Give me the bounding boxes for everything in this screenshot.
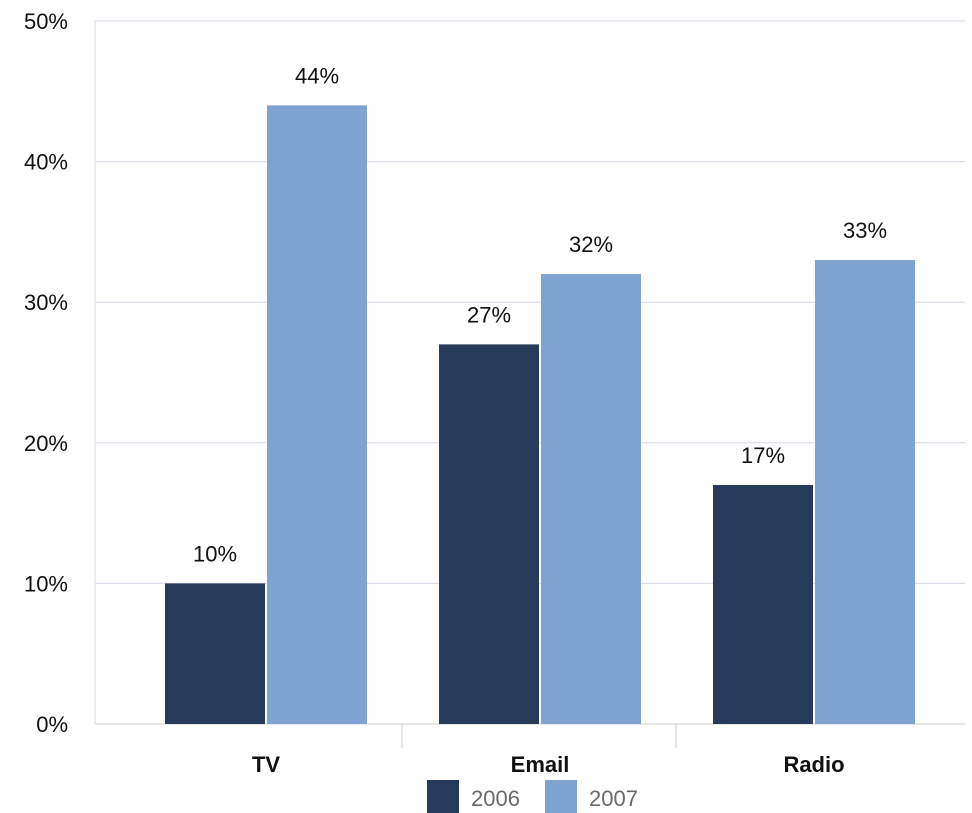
bar-2006-email <box>439 344 539 724</box>
bar-2006-tv <box>165 583 265 724</box>
bars <box>165 105 915 725</box>
data-label: 32% <box>569 232 613 257</box>
legend-label-2006: 2006 <box>471 786 520 811</box>
bar-2006-radio <box>713 484 813 724</box>
data-labels: 10% 44% 27% 32% 17% 33% <box>193 63 887 566</box>
y-tick-label: 20% <box>24 431 68 456</box>
bar-2007-tv <box>267 105 367 725</box>
bar-2007-email <box>541 274 641 724</box>
legend-swatch-2007 <box>545 780 577 813</box>
data-label: 44% <box>295 63 339 88</box>
y-tick-label: 0% <box>36 712 68 737</box>
data-label: 17% <box>741 443 785 468</box>
bar-2007-radio <box>815 260 915 724</box>
y-tick-label: 50% <box>24 9 68 34</box>
data-label: 27% <box>467 302 511 327</box>
x-tick-label: Radio <box>783 752 844 777</box>
legend-swatch-2006 <box>427 780 459 813</box>
y-tick-label: 10% <box>24 571 68 596</box>
y-tick-label: 40% <box>24 150 68 175</box>
data-label: 10% <box>193 541 237 566</box>
x-tick-label: Email <box>511 752 570 777</box>
x-tick-label: TV <box>252 752 280 777</box>
data-label: 33% <box>843 218 887 243</box>
y-tick-label: 30% <box>24 290 68 315</box>
legend-label-2007: 2007 <box>589 786 638 811</box>
legend: 2006 2007 <box>427 780 638 813</box>
